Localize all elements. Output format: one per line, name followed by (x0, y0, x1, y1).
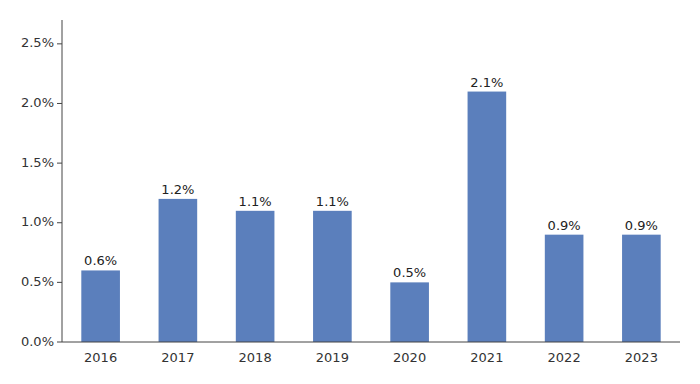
data-label: 0.6% (84, 253, 117, 268)
x-tick-label: 2019 (316, 350, 349, 365)
x-tick-label: 2021 (470, 350, 503, 365)
y-axis-line (62, 20, 63, 342)
data-label: 1.1% (239, 194, 272, 209)
bar (313, 211, 352, 342)
y-tick-label: 1.5% (21, 155, 54, 170)
data-label: 0.5% (393, 265, 426, 280)
y-tick (57, 163, 62, 164)
x-tick-label: 2016 (84, 350, 117, 365)
y-tick-label: 2.0% (21, 95, 54, 110)
y-tick (57, 342, 62, 343)
data-label: 1.2% (161, 182, 194, 197)
y-tick-label: 0.0% (21, 334, 54, 349)
data-label: 1.1% (316, 194, 349, 209)
data-label: 0.9% (548, 218, 581, 233)
x-axis-line (62, 342, 680, 343)
data-label: 0.9% (625, 218, 658, 233)
bar (545, 235, 584, 342)
y-tick-label: 1.0% (21, 214, 54, 229)
x-tick-label: 2023 (625, 350, 658, 365)
y-tick-label: 2.5% (21, 35, 54, 50)
bar (390, 282, 429, 342)
y-tick (57, 103, 62, 104)
chart-container: 0.6% 1.2% 1.1% 1.1% 0.5% 2.1% 0.9% 0.9% 0.0% 0.5%… (0, 0, 700, 384)
bar (159, 199, 198, 342)
x-tick-label: 2020 (393, 350, 426, 365)
y-tick (57, 282, 62, 283)
data-label: 2.1% (470, 75, 503, 90)
y-tick (57, 43, 62, 44)
x-tick-label: 2018 (239, 350, 272, 365)
chart: 0.6% 1.2% 1.1% 1.1% 0.5% 2.1% 0.9% 0.9% 0.0% 0.5%… (0, 0, 700, 384)
bar (622, 235, 661, 342)
x-tick-label: 2022 (548, 350, 581, 365)
bar (81, 270, 120, 342)
bars (81, 92, 660, 342)
bar (236, 211, 275, 342)
bar (468, 92, 507, 342)
y-tick (57, 222, 62, 223)
y-tick-label: 0.5% (21, 274, 54, 289)
x-tick-label: 2017 (161, 350, 194, 365)
